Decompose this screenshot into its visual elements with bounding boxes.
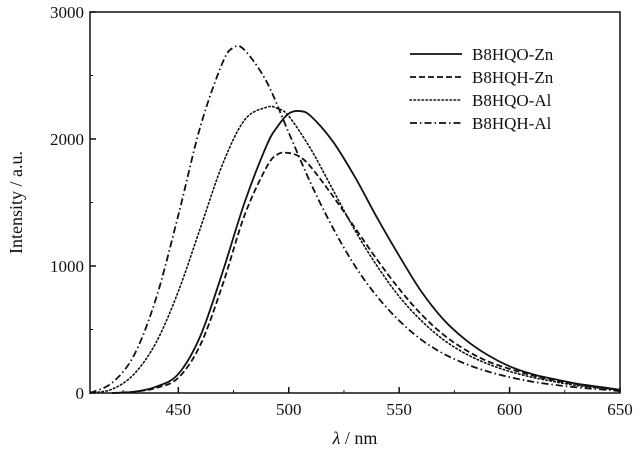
series-line-b8hqh-zn [112,151,621,394]
x-axis-title-sep: / [345,428,355,448]
y-tick-label: 3000 [50,3,84,22]
legend: B8HQO-Zn B8HQH-Zn B8HQO-Al B8HQH-Al [409,45,554,133]
legend-label: B8HQH-Zn [472,68,554,87]
y-axis-title: Intensity / a.u. [6,151,26,254]
legend-label: B8HQH-Al [472,114,552,133]
x-tick-label: 650 [607,400,633,419]
x-tick-label: 600 [497,400,523,419]
x-axis-title: λ / nm [332,428,378,448]
x-tick-label: 450 [166,400,192,419]
x-axis-title-symbol: λ [332,428,341,448]
y-tick-label: 2000 [50,130,84,149]
x-axis-title-unit: nm [354,428,377,448]
y-tick-label: 0 [76,384,85,403]
series-line-b8hqo-zn [112,110,621,394]
plot-lines [89,44,621,394]
series-line-b8hqh-al [89,44,621,394]
y-axis-ticks: 0 1000 2000 3000 [50,3,96,403]
x-tick-label: 550 [386,400,412,419]
legend-label: B8HQO-Zn [472,45,554,64]
y-tick-label: 1000 [50,257,84,276]
x-tick-label: 500 [276,400,302,419]
legend-label: B8HQO-Al [472,91,552,110]
series-line-b8hqo-al [89,105,621,394]
x-axis-ticks: 450 500 550 600 650 [122,387,633,419]
